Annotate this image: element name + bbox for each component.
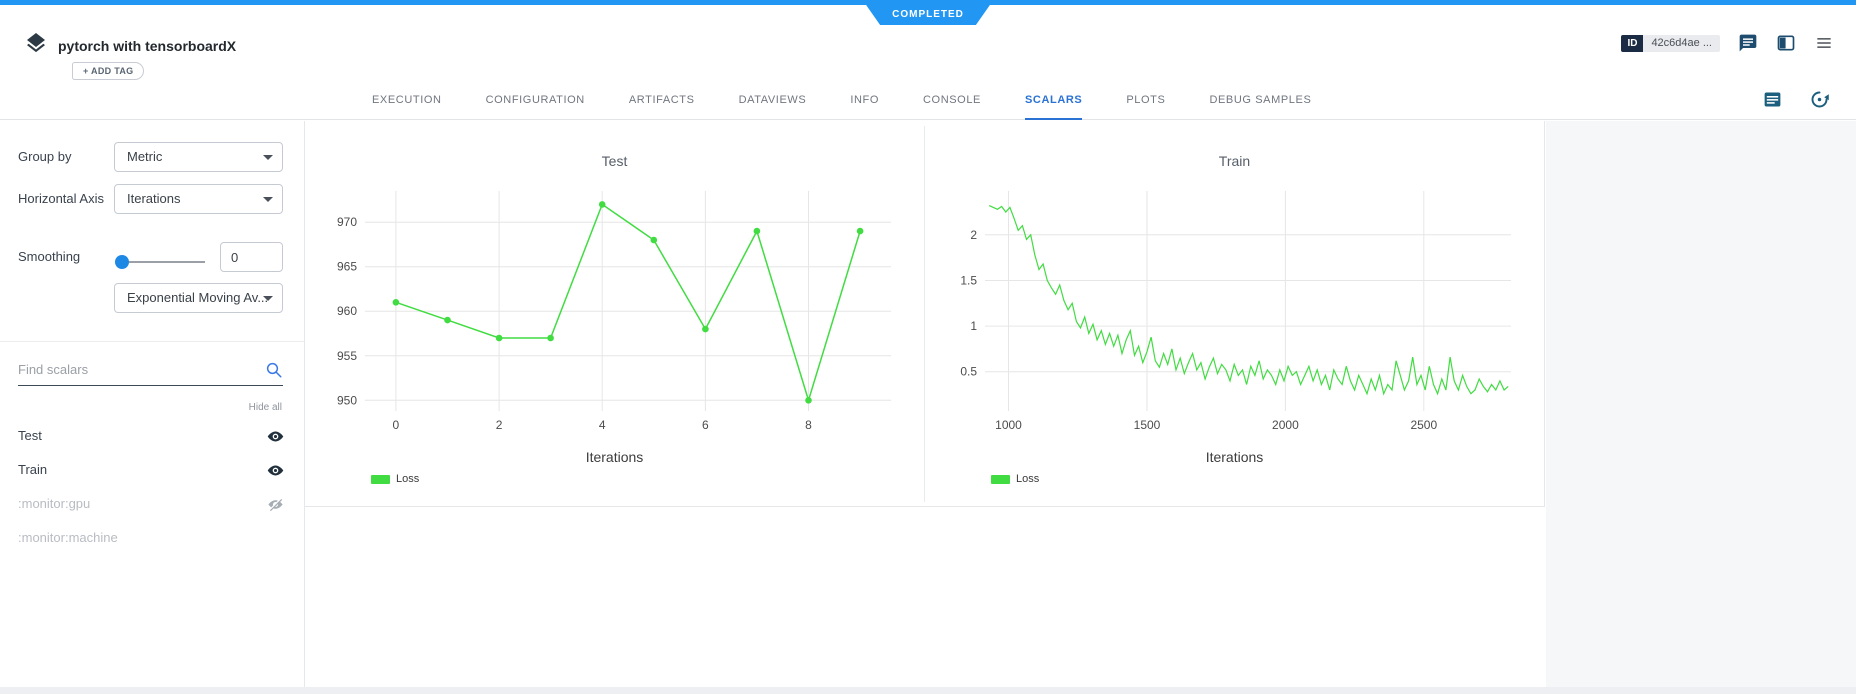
svg-text:0: 0 bbox=[393, 418, 400, 432]
svg-text:6: 6 bbox=[702, 418, 709, 432]
tab-execution[interactable]: EXECUTION bbox=[372, 94, 442, 106]
tab-plots[interactable]: PLOTS bbox=[1126, 94, 1166, 106]
search-icon[interactable] bbox=[265, 361, 283, 379]
svg-text:2000: 2000 bbox=[1272, 418, 1299, 432]
tab-bar: EXECUTION CONFIGURATION ARTIFACTS DATAVI… bbox=[0, 80, 1856, 120]
slider-thumb[interactable] bbox=[115, 255, 129, 269]
svg-text:1500: 1500 bbox=[1134, 418, 1161, 432]
experiment-layers-icon bbox=[27, 33, 45, 53]
status-ribbon-label: COMPLETED bbox=[892, 9, 964, 20]
group-by-label: Group by bbox=[18, 149, 72, 164]
hamburger-menu-icon[interactable] bbox=[1814, 33, 1834, 53]
train-loss-plot[interactable]: 1000 1500 2000 2500 0.5 1 1.5 2 bbox=[925, 183, 1544, 443]
id-label: ID bbox=[1621, 34, 1644, 52]
refresh-icon[interactable] bbox=[1809, 89, 1830, 110]
hide-all-link[interactable]: Hide all bbox=[248, 402, 282, 413]
svg-text:960: 960 bbox=[337, 304, 357, 318]
id-value: 42c6d4ae ... bbox=[1643, 34, 1720, 52]
eye-visible-icon[interactable] bbox=[267, 428, 284, 445]
smoothing-slider[interactable] bbox=[115, 255, 205, 269]
legend-label: Loss bbox=[396, 473, 420, 485]
tab-artifacts[interactable]: ARTIFACTS bbox=[628, 94, 695, 106]
horizontal-axis-value: Iterations bbox=[127, 191, 181, 206]
experiment-id-badge[interactable]: ID 42c6d4ae ... bbox=[1621, 34, 1720, 52]
scalar-label: Train bbox=[18, 462, 48, 477]
legend-item-loss[interactable]: Loss bbox=[991, 473, 1039, 485]
eye-hidden-icon[interactable] bbox=[267, 496, 284, 513]
scalar-label: Test bbox=[18, 428, 42, 443]
chart-title: Test bbox=[601, 153, 628, 169]
svg-text:1: 1 bbox=[970, 319, 977, 333]
chart-test: Test 0 2 4 6 8 950 955 960 965 970 Iterations Los… bbox=[305, 121, 924, 507]
svg-text:2: 2 bbox=[496, 418, 503, 432]
scalars-content: Group by Metric Horizontal Axis Iteratio… bbox=[0, 121, 1856, 694]
right-gutter bbox=[1546, 121, 1856, 694]
top-accent-bar bbox=[0, 0, 1856, 5]
svg-text:0.5: 0.5 bbox=[960, 365, 977, 379]
svg-text:950: 950 bbox=[337, 393, 357, 407]
chevron-down-icon bbox=[263, 155, 273, 160]
experiment-title: pytorch with tensorboardX bbox=[58, 38, 237, 54]
eye-visible-icon[interactable] bbox=[267, 462, 284, 479]
scalar-row-train[interactable]: Train bbox=[0, 453, 304, 487]
bottom-strip bbox=[0, 687, 1856, 694]
chevron-down-icon bbox=[263, 197, 273, 202]
svg-text:8: 8 bbox=[805, 418, 812, 432]
add-tag-button[interactable]: + ADD TAG bbox=[72, 62, 145, 80]
scalars-sidebar: Group by Metric Horizontal Axis Iteratio… bbox=[0, 121, 305, 694]
svg-text:1000: 1000 bbox=[995, 418, 1022, 432]
tab-info[interactable]: INFO bbox=[850, 94, 879, 106]
status-ribbon: COMPLETED bbox=[866, 5, 990, 25]
group-by-select[interactable]: Metric bbox=[114, 142, 283, 172]
scalar-label: :monitor:machine bbox=[18, 530, 118, 545]
find-scalars-field bbox=[18, 361, 283, 386]
svg-text:965: 965 bbox=[337, 260, 357, 274]
horizontal-axis-select[interactable]: Iterations bbox=[114, 184, 283, 214]
scalar-row-monitor-machine[interactable]: :monitor:machine bbox=[0, 521, 304, 555]
svg-text:2500: 2500 bbox=[1410, 418, 1437, 432]
smoothing-method-select[interactable]: Exponential Moving Av... bbox=[114, 283, 283, 313]
scalar-label: :monitor:gpu bbox=[18, 496, 91, 511]
tab-configuration[interactable]: CONFIGURATION bbox=[485, 94, 585, 106]
svg-text:955: 955 bbox=[337, 349, 357, 363]
scalar-row-monitor-gpu[interactable]: :monitor:gpu bbox=[0, 487, 304, 521]
chart-divider bbox=[924, 126, 925, 502]
smoothing-method-value: Exponential Moving Av... bbox=[127, 290, 269, 305]
svg-text:1.5: 1.5 bbox=[960, 274, 977, 288]
legend-item-loss[interactable]: Loss bbox=[371, 473, 419, 485]
tab-debug-samples[interactable]: DEBUG SAMPLES bbox=[1209, 94, 1312, 106]
legend-label: Loss bbox=[1016, 473, 1040, 485]
smoothing-label: Smoothing bbox=[18, 249, 81, 264]
x-axis-label: Iterations bbox=[1205, 449, 1264, 465]
header-actions: ID 42c6d4ae ... bbox=[1621, 33, 1834, 53]
tab-dataviews[interactable]: DATAVIEWS bbox=[738, 94, 807, 106]
legend-swatch bbox=[991, 474, 1010, 484]
test-loss-plot[interactable]: 0 2 4 6 8 950 955 960 965 970 bbox=[305, 183, 924, 443]
chart-title: Train bbox=[1218, 153, 1251, 169]
tab-console[interactable]: CONSOLE bbox=[923, 94, 981, 106]
tab-scalars[interactable]: SCALARS bbox=[1025, 80, 1083, 120]
legend-swatch bbox=[371, 474, 390, 484]
chart-train: Train 1000 1500 2000 2500 0.5 1 1.5 2 Iteration… bbox=[925, 121, 1544, 507]
slider-track bbox=[117, 261, 205, 263]
horizontal-axis-label: Horizontal Axis bbox=[18, 191, 104, 206]
svg-text:2: 2 bbox=[970, 228, 977, 242]
chevron-down-icon bbox=[263, 296, 273, 301]
scalar-row-test[interactable]: Test bbox=[0, 419, 304, 453]
charts-panel: Test 0 2 4 6 8 950 955 960 965 970 Iterations Los… bbox=[305, 121, 1545, 507]
columns-view-icon[interactable] bbox=[1776, 33, 1796, 53]
smoothing-value-input[interactable] bbox=[220, 242, 283, 272]
x-axis-label: Iterations bbox=[585, 449, 644, 465]
group-by-value: Metric bbox=[127, 149, 163, 164]
metrics-table-icon[interactable] bbox=[1762, 89, 1783, 110]
find-scalars-input[interactable] bbox=[18, 362, 253, 377]
svg-text:4: 4 bbox=[599, 418, 606, 432]
sidebar-divider bbox=[0, 341, 304, 342]
svg-text:970: 970 bbox=[337, 215, 357, 229]
comment-icon[interactable] bbox=[1738, 33, 1758, 53]
